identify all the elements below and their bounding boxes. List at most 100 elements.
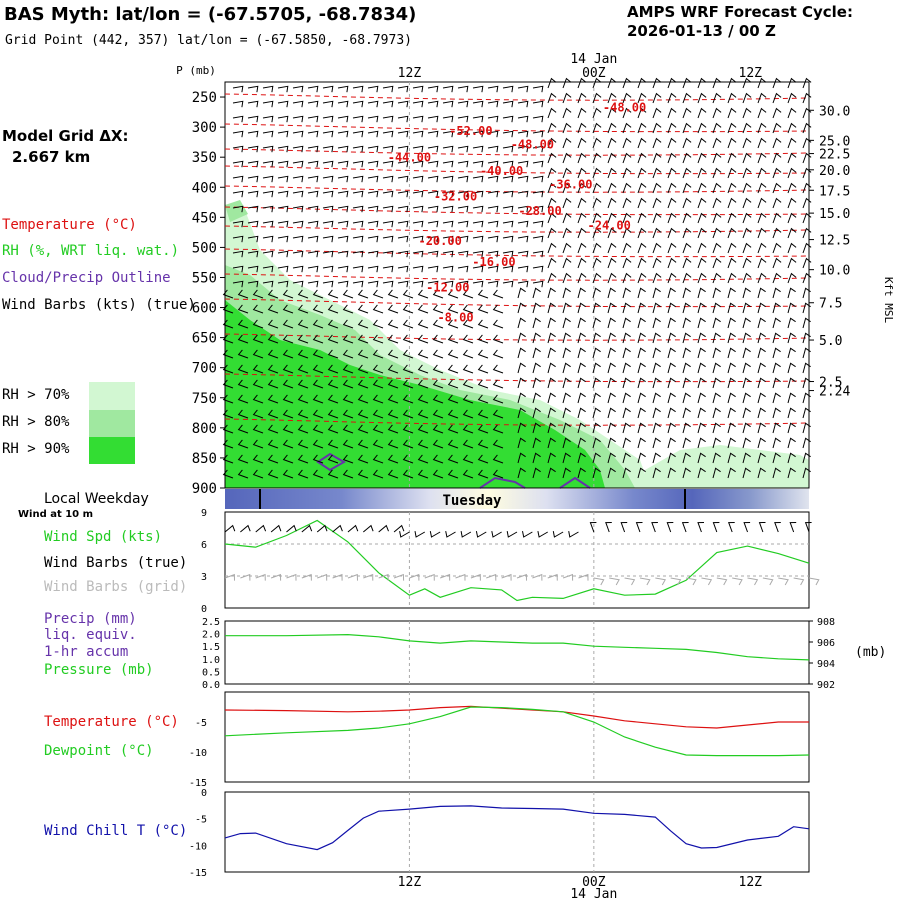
wind-barb [682, 242, 692, 254]
wind-barb [352, 235, 364, 243]
wind-barb [517, 205, 529, 213]
wind-barb [477, 424, 489, 434]
wind-barb [307, 130, 319, 138]
wind-barb [292, 115, 304, 123]
wind-barb [712, 302, 721, 314]
wind-barb [757, 407, 766, 419]
wind-barb [727, 242, 737, 254]
wind-barb [492, 334, 504, 344]
wind-barb [607, 422, 616, 434]
wind-barb [282, 469, 294, 479]
temperature-contour-label: -36.00 [549, 178, 592, 192]
wind-barb [547, 122, 557, 134]
wind-barb [757, 302, 766, 314]
wind-barb [432, 424, 444, 434]
wind-barb [562, 347, 571, 359]
wind-barb-grid [762, 577, 774, 586]
wind-barb [607, 392, 616, 404]
wind-barb [682, 287, 691, 299]
wind-barb [307, 190, 319, 198]
wind-barb [447, 409, 459, 419]
wind-barb [402, 349, 414, 359]
value-tick-label: -5 [195, 718, 207, 729]
wind-barb [562, 272, 572, 284]
wind-barb [447, 424, 459, 434]
wind-barb [682, 77, 692, 89]
local-weekday-label: Local Weekday [44, 491, 149, 507]
wind-barb [277, 250, 289, 258]
wind-barb [667, 347, 676, 359]
wind-barb [802, 377, 811, 389]
wind-barb [757, 197, 767, 209]
wind-barb [592, 167, 602, 179]
wind-barb [282, 304, 294, 314]
wind-barb [352, 265, 364, 273]
wind-barb [592, 467, 601, 479]
wind-barb [532, 175, 544, 183]
wind-barb [487, 265, 499, 273]
wind-barb [772, 137, 782, 149]
wind-barb [712, 167, 722, 179]
wind-barb [277, 280, 289, 288]
wind-barb [237, 424, 249, 434]
wind-barb [622, 137, 632, 149]
wind-barb [417, 424, 429, 434]
wind-barb [517, 175, 529, 183]
wind-barb [727, 92, 737, 104]
wind-barb [442, 205, 454, 213]
wind-barb [262, 265, 274, 273]
wind-barb [262, 175, 274, 183]
value-tick-label: -15 [189, 868, 207, 879]
wind-barb [682, 272, 692, 284]
wind-barb [547, 272, 557, 284]
wind-barb [252, 289, 264, 299]
bottom-time-label: 12Z [739, 875, 763, 890]
wind-barb [532, 407, 541, 419]
wind-barb [322, 175, 334, 183]
wind-barb-grid [378, 573, 389, 581]
panel-frame [224, 620, 810, 685]
wind-barb [577, 377, 586, 389]
wind-barb [427, 130, 439, 138]
wind-barb [637, 227, 647, 239]
pressure-line [225, 633, 810, 661]
wind-barb [652, 302, 661, 314]
wind-barb [387, 424, 399, 434]
wind-barb [247, 235, 259, 243]
wind-barb [532, 220, 544, 228]
wind-barb [562, 467, 571, 479]
wind-barb [577, 182, 587, 194]
wind-barb [327, 424, 339, 434]
wind-barb [367, 100, 379, 108]
wind-barb [412, 235, 424, 243]
wind-barb [487, 115, 499, 123]
page-title: BAS Myth: lat/lon = (-67.5705, -68.7834) [4, 4, 417, 25]
wind-barb [337, 130, 349, 138]
wind-barb [237, 334, 249, 344]
height-tick-label: 10.0 [819, 264, 850, 279]
wind-10m-label: Wind at 10 m [18, 509, 94, 520]
wind-barb [547, 452, 556, 464]
wind-barb [307, 205, 319, 213]
legend-temperature: Temperature (°C) [2, 217, 137, 233]
wind-barb [517, 115, 529, 123]
wind-barb [682, 167, 692, 179]
wind-barb [697, 317, 706, 329]
wind-barb [237, 289, 249, 299]
wind-barb [412, 220, 424, 228]
wind-barb [502, 280, 514, 288]
rh70-swatch [89, 382, 135, 410]
wind-barb [577, 452, 586, 464]
wind-barb [327, 349, 339, 359]
wind-barb [742, 317, 751, 329]
value-tick-label: 9 [201, 508, 207, 519]
wind-barb [712, 122, 722, 134]
wind-barb [532, 377, 541, 389]
wind-barb [667, 437, 676, 449]
wind-barb [342, 349, 354, 359]
wind-barb [667, 242, 677, 254]
wind-barb [262, 235, 274, 243]
wind-barb [307, 145, 319, 153]
wind-barb [337, 175, 349, 183]
wind-barb [237, 364, 249, 374]
